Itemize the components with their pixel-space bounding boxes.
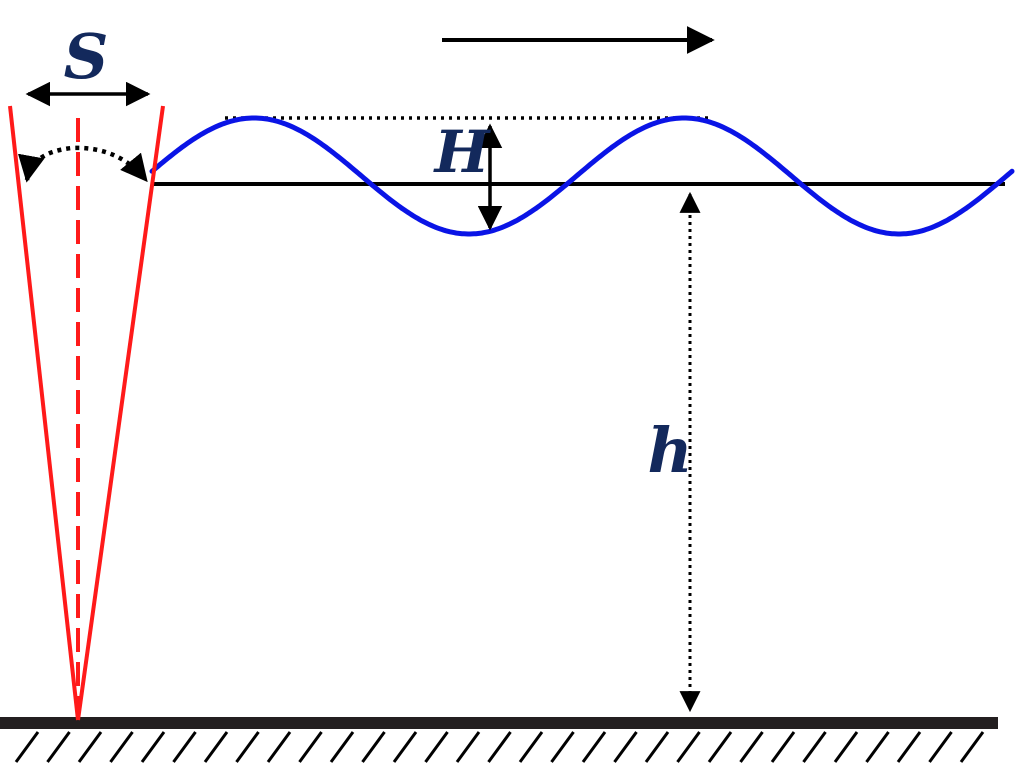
hatch-line [455,731,481,763]
stroke-label: S [64,20,109,93]
hatch-line [140,731,166,763]
hatch-line [928,731,953,763]
seabed-bar [0,717,998,729]
hatch-line [959,731,985,763]
curved-double-arrow-icon [17,145,148,183]
hatch-line [644,731,670,763]
hatch-line [235,731,260,763]
hatch-line [676,731,701,763]
hatch-line [581,731,607,763]
hatch-line [392,731,418,763]
hatch-line [865,731,890,763]
hatched-seabed-icon [14,731,985,763]
hatch-line [739,731,764,763]
hatch-line [77,731,103,763]
seabed [0,717,998,763]
hatch-line [361,731,386,763]
hatch-line [266,731,292,763]
hatch-line [46,731,71,763]
hatch-line [833,731,859,763]
paddle-left-position [8,105,80,721]
hatch-line [550,731,575,763]
hatch-line [298,731,323,763]
hatch-line [896,731,922,763]
hatch-line [802,731,827,763]
hatch-line [707,731,733,763]
water-depth-label: h [647,414,692,487]
hatch-line [14,731,40,763]
hatch-line [109,731,134,763]
paddle-right-position [76,105,165,721]
hatch-line [329,731,355,763]
hatch-line [770,731,796,763]
hatch-line [487,731,512,763]
wave-paddle [8,105,165,721]
hatch-line [172,731,197,763]
wave-height-label: H [433,118,492,186]
wave-curve [149,115,1015,237]
hatch-line [518,731,544,763]
hatch-line [613,731,638,763]
hatch-line [424,731,449,763]
hatch-line [203,731,229,763]
